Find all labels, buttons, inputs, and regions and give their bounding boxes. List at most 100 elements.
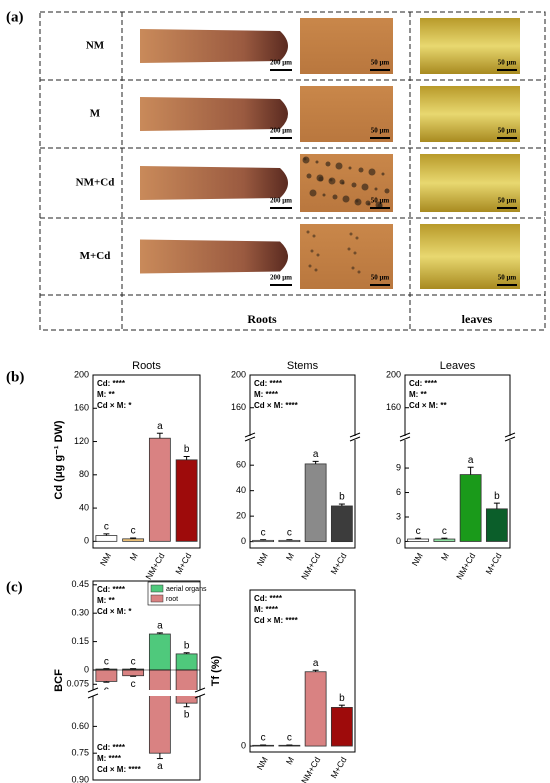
axis-break bbox=[88, 690, 205, 696]
spot bbox=[309, 189, 317, 197]
spot bbox=[347, 247, 351, 251]
break-mark bbox=[399, 432, 411, 438]
significance-letter: c bbox=[287, 733, 292, 744]
stat-annotation: Cd: **** bbox=[254, 379, 283, 388]
x-tick-label: NM bbox=[98, 551, 113, 567]
y-tick-label: 160 bbox=[386, 402, 401, 412]
spot bbox=[368, 168, 376, 176]
plot-frame bbox=[92, 580, 201, 781]
bar bbox=[95, 669, 118, 682]
y-axis-label: Tf (%) bbox=[210, 655, 222, 686]
legend-label: root bbox=[166, 596, 178, 603]
significance-letter: c bbox=[261, 527, 266, 538]
significance-letter: b bbox=[339, 492, 345, 503]
significance-letter: a bbox=[313, 658, 319, 669]
column-label: leaves bbox=[462, 312, 493, 326]
leaf-image bbox=[420, 224, 520, 289]
y-tick-label: 0 bbox=[396, 536, 401, 546]
chart-title: Leaves bbox=[440, 360, 476, 372]
break-mark bbox=[349, 432, 361, 438]
spot bbox=[341, 181, 345, 185]
spot bbox=[328, 177, 336, 185]
axis-break bbox=[401, 436, 409, 440]
y-tick-label: 20 bbox=[236, 511, 246, 521]
spot bbox=[332, 194, 338, 200]
break-mark bbox=[504, 436, 516, 442]
x-tick-label: NM+Cd bbox=[299, 755, 322, 783]
plot-frame bbox=[92, 374, 201, 549]
stat-annotation: M: **** bbox=[254, 605, 279, 614]
x-tick-label: M+Cd bbox=[173, 551, 193, 576]
stat-annotation: Cd: **** bbox=[254, 594, 283, 603]
spot bbox=[322, 193, 326, 197]
scale-label: 50 μm bbox=[498, 274, 517, 282]
x-tick-label: NM bbox=[410, 551, 425, 567]
chart-title: Stems bbox=[287, 360, 319, 372]
stat-annotation: M: ** bbox=[97, 596, 116, 605]
y-tick-label: 0 bbox=[241, 740, 246, 750]
y-tick-label: 0.15 bbox=[71, 636, 89, 646]
spot bbox=[318, 176, 324, 182]
spot bbox=[325, 161, 331, 167]
bar bbox=[252, 539, 275, 543]
y-tick-label: 60 bbox=[236, 460, 246, 470]
row-label: M bbox=[90, 108, 101, 120]
panel-label: (a) bbox=[6, 9, 24, 25]
significance-letter: b bbox=[184, 640, 190, 651]
significance-letter: b bbox=[494, 491, 500, 502]
spot bbox=[353, 251, 357, 255]
leaf-image bbox=[420, 154, 520, 212]
x-tick-label: M+Cd bbox=[328, 551, 348, 576]
break-mark bbox=[87, 687, 99, 693]
significance-letter: c bbox=[442, 526, 447, 537]
bar bbox=[148, 633, 171, 671]
stat-annotation: Cd × M: **** bbox=[254, 401, 299, 410]
bar bbox=[459, 474, 482, 542]
plot-frame bbox=[249, 589, 356, 753]
spot bbox=[357, 270, 361, 274]
significance-letter: c bbox=[131, 656, 136, 667]
spot bbox=[351, 182, 357, 188]
detail-image bbox=[300, 18, 393, 74]
significance-letter: a bbox=[313, 449, 319, 460]
bar bbox=[122, 538, 145, 542]
root-image bbox=[140, 166, 288, 200]
panel-a-frame bbox=[39, 11, 546, 331]
spot bbox=[384, 188, 390, 194]
detail-image bbox=[300, 224, 393, 289]
break-mark bbox=[244, 432, 256, 438]
bar bbox=[433, 538, 456, 542]
panel-label: (c) bbox=[6, 579, 23, 595]
x-tick-label: NM bbox=[255, 755, 270, 771]
y-tick-label: 40 bbox=[236, 485, 246, 495]
spot bbox=[348, 166, 352, 170]
stat-annotation: Cd × M: **** bbox=[97, 765, 142, 774]
y-tick-label: 160 bbox=[74, 403, 89, 413]
y-tick-label: 0 bbox=[84, 664, 89, 674]
y-tick-label: 200 bbox=[231, 369, 246, 379]
significance-letter: c bbox=[416, 526, 421, 537]
spot bbox=[302, 156, 310, 164]
x-tick-label: M+Cd bbox=[483, 551, 503, 576]
legend-swatch bbox=[150, 594, 164, 603]
bar bbox=[148, 669, 171, 754]
scale-label: 50 μm bbox=[498, 127, 517, 135]
scale-label: 50 μm bbox=[371, 274, 390, 282]
y-tick-label: 0.90 bbox=[71, 774, 89, 783]
scale-label: 200 μm bbox=[270, 197, 292, 205]
x-tick-label: NM+Cd bbox=[454, 551, 477, 581]
spot bbox=[358, 167, 364, 173]
x-tick-label: M bbox=[284, 755, 296, 766]
legend-label: aerial organs bbox=[166, 586, 207, 593]
break-mark bbox=[194, 687, 206, 693]
significance-letter: b bbox=[339, 693, 345, 704]
y-tick-label: 40 bbox=[79, 502, 89, 512]
spot bbox=[351, 266, 355, 270]
root-image bbox=[140, 239, 288, 274]
bar bbox=[122, 669, 145, 677]
bar bbox=[148, 437, 171, 542]
bar bbox=[304, 671, 327, 747]
stat-annotation: M: **** bbox=[97, 754, 122, 763]
break-mark bbox=[349, 436, 361, 442]
